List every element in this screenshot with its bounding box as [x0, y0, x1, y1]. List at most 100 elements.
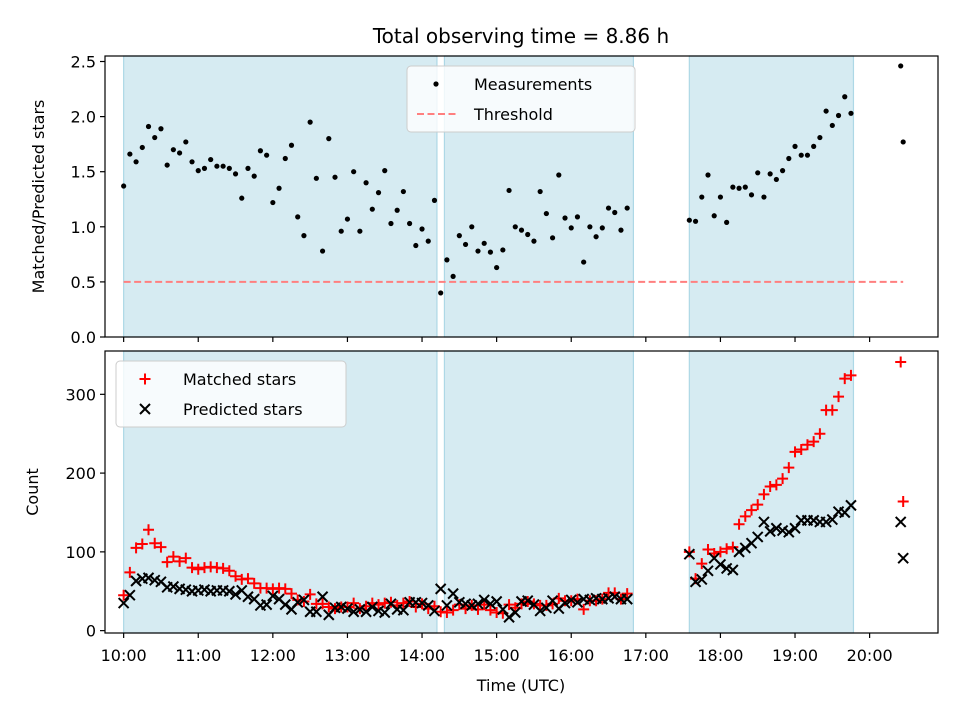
- measurement-point: [152, 134, 158, 141]
- y-axis-label: Count: [23, 468, 42, 516]
- measurement-point: [301, 233, 307, 239]
- measurement-point: [282, 155, 288, 162]
- measurement-point: [742, 184, 748, 190]
- measurement-point: [170, 147, 176, 153]
- measurement-point: [605, 205, 612, 211]
- predicted-star-point: [354, 603, 366, 616]
- measurement-point: [158, 126, 164, 132]
- measurement-point: [512, 224, 518, 230]
- measurement-point: [351, 169, 357, 175]
- matched-star-point: [746, 504, 758, 516]
- top-panel: 0.0 0.5 1.0 1.5 2.0 2.5 Matched/Predicted star…: [29, 53, 939, 347]
- measurement-point: [313, 175, 319, 181]
- measurement-point: [220, 163, 226, 169]
- matched-star-point: [317, 598, 329, 610]
- measurement-point: [736, 185, 742, 191]
- measurement-point: [730, 184, 736, 190]
- measurement-point: [419, 226, 425, 232]
- predicted-star-point: [683, 548, 696, 560]
- predicted-star-point: [571, 596, 584, 608]
- predicted-star-point: [130, 575, 142, 587]
- y-tick-label: 1.5: [71, 163, 96, 182]
- predicted-star-point: [546, 594, 559, 607]
- measurement-point: [450, 273, 456, 279]
- predicted-star-point: [279, 598, 291, 611]
- predicted-star-point: [752, 531, 764, 543]
- measurement-point: [195, 168, 201, 174]
- measurement-point: [183, 139, 189, 145]
- shaded-interval: [688, 350, 855, 634]
- x-tick-label: 20:00: [847, 646, 893, 665]
- matched-star-point: [758, 488, 770, 500]
- matched-star-point: [242, 573, 254, 585]
- matched-star-point: [897, 495, 909, 507]
- predicted-star-point: [689, 576, 702, 588]
- x-axis-label: Time (UTC): [476, 676, 565, 695]
- predicted-star-point: [522, 594, 534, 607]
- measurement-point: [326, 136, 332, 142]
- matched-star-point: [801, 439, 813, 451]
- predicted-star-point: [379, 606, 391, 619]
- predicted-star-point: [117, 597, 130, 609]
- legend-label: Matched stars: [183, 370, 296, 389]
- predicted-star-point: [267, 590, 279, 602]
- legend-box: [115, 360, 347, 428]
- matched-star-point: [248, 577, 260, 589]
- matched-star-point: [149, 537, 161, 549]
- measurement-point: [817, 134, 823, 141]
- measurement-point: [257, 148, 264, 154]
- predicted-star-point: [497, 603, 509, 616]
- measurement-point: [556, 172, 562, 178]
- x-tick-label: 12:00: [250, 646, 296, 665]
- measurement-point: [686, 217, 692, 223]
- measurement-point: [469, 224, 475, 230]
- measurement-point: [581, 259, 587, 265]
- measurement-point: [705, 172, 711, 178]
- measurement-point: [506, 187, 512, 194]
- measurement-point: [587, 224, 593, 230]
- chart-title: Total observing time = 8.86 h: [372, 24, 669, 48]
- matched-star-point: [795, 443, 807, 455]
- measurement-point: [245, 165, 251, 171]
- predicted-star-point: [897, 552, 909, 564]
- predicted-star-point: [434, 583, 447, 595]
- legend: Measurements Threshold: [406, 65, 636, 133]
- predicted-star-point: [316, 591, 329, 603]
- measurement-point: [288, 142, 295, 148]
- measurement-point: [773, 176, 779, 183]
- matched-star-point: [223, 565, 235, 577]
- predicted-star-point: [397, 604, 410, 616]
- shaded-interval: [123, 55, 438, 338]
- measurement-point: [369, 206, 375, 212]
- predicted-star-point: [770, 522, 783, 534]
- measurement-point: [176, 150, 183, 156]
- predicted-star-point: [565, 594, 577, 606]
- measurement-point: [239, 195, 245, 201]
- measurement-point: [494, 264, 500, 271]
- y-tick-label: 100: [65, 543, 96, 562]
- matched-star-point: [348, 597, 360, 609]
- measurement-point: [208, 156, 214, 163]
- measurement-point: [599, 225, 605, 231]
- measurement-point: [363, 180, 369, 186]
- x-tick-label: 16:00: [548, 646, 594, 665]
- matched-star-point: [143, 524, 155, 536]
- measurement-point: [724, 219, 730, 225]
- x-tick-label: 14:00: [399, 646, 445, 665]
- matched-star-point: [826, 404, 838, 416]
- y-tick-label: 0.0: [71, 328, 96, 347]
- matched-star-point: [186, 562, 198, 574]
- measurement-point: [811, 143, 817, 149]
- predicted-star-point: [223, 585, 236, 597]
- matched-star-point: [217, 562, 229, 574]
- legend-matched-swatch: [139, 373, 151, 385]
- measurement-point: [251, 173, 257, 179]
- measurement-point: [270, 199, 276, 206]
- predicted-star-point: [739, 542, 751, 554]
- measurement-point: [127, 151, 133, 157]
- predicted-star-point: [310, 606, 323, 618]
- x-tick-label: 18:00: [697, 646, 743, 665]
- matched-star-point: [895, 356, 907, 368]
- measurement-point: [264, 152, 270, 158]
- matched-star-point: [808, 436, 820, 448]
